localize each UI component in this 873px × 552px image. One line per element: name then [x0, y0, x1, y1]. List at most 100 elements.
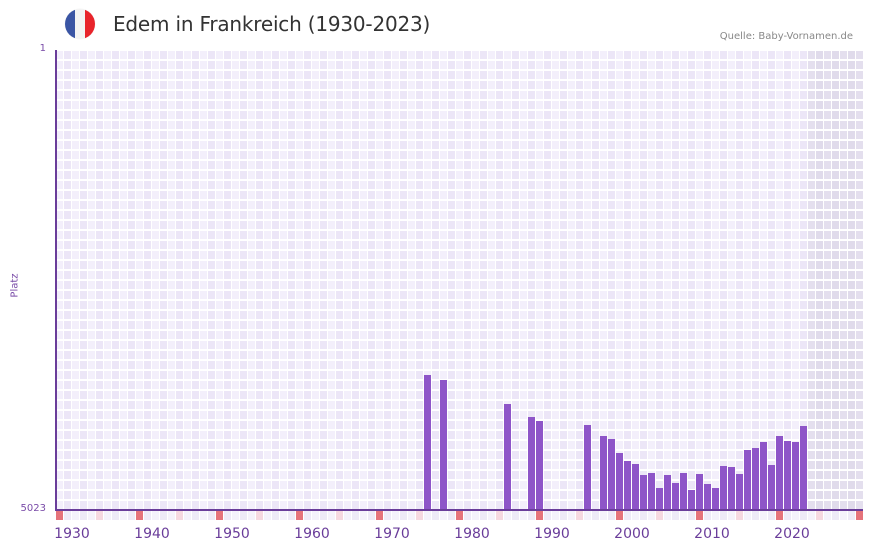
bar-2012[interactable] — [712, 488, 719, 510]
bar-1986[interactable] — [504, 404, 511, 510]
bar-2009[interactable] — [688, 490, 695, 510]
year-marker — [144, 511, 151, 520]
year-marker — [176, 511, 183, 520]
year-marker — [552, 511, 559, 520]
bar-1999[interactable] — [608, 439, 615, 510]
bar-1996[interactable] — [584, 424, 591, 510]
year-marker — [608, 511, 615, 520]
bar-2016[interactable] — [744, 450, 751, 510]
year-marker — [432, 511, 439, 520]
x-tick-label: 1970 — [374, 526, 410, 542]
year-marker — [224, 511, 231, 520]
year-marker — [232, 511, 239, 520]
year-marker — [808, 511, 815, 520]
year-marker — [304, 511, 311, 520]
bar-2005[interactable] — [656, 488, 663, 510]
year-marker — [280, 511, 287, 520]
bar-2017[interactable] — [752, 447, 759, 510]
bar-2011[interactable] — [704, 483, 711, 510]
year-marker — [584, 511, 591, 520]
bar-2001[interactable] — [624, 460, 631, 510]
year-marker — [640, 511, 647, 520]
year-marker — [744, 511, 751, 520]
year-marker — [440, 511, 447, 520]
x-tick-label: 1950 — [214, 526, 250, 542]
year-marker — [616, 511, 623, 520]
bar-2008[interactable] — [680, 472, 687, 510]
year-marker — [568, 511, 575, 520]
year-marker — [520, 511, 527, 520]
year-marker — [256, 511, 263, 520]
year-marker — [504, 511, 511, 520]
year-marker — [400, 511, 407, 520]
x-tick-label: 1940 — [134, 526, 170, 542]
bar-2013[interactable] — [720, 466, 727, 510]
bar-1978[interactable] — [440, 380, 447, 510]
year-marker — [544, 511, 551, 520]
year-marker — [560, 511, 567, 520]
bar-2023[interactable] — [800, 426, 807, 510]
year-marker — [776, 511, 783, 520]
year-marker — [208, 511, 215, 520]
x-tick-label: 1990 — [534, 526, 570, 542]
year-marker — [152, 511, 159, 520]
year-marker — [336, 511, 343, 520]
bar-1990[interactable] — [536, 421, 543, 510]
year-marker — [240, 511, 247, 520]
year-marker — [760, 511, 767, 520]
year-marker — [128, 511, 135, 520]
year-marker — [728, 511, 735, 520]
year-marker — [384, 511, 391, 520]
year-marker — [96, 511, 103, 520]
x-tick-label: 2010 — [694, 526, 730, 542]
year-marker — [720, 511, 727, 520]
year-marker — [408, 511, 415, 520]
year-marker — [456, 511, 463, 520]
x-tick-label: 1960 — [294, 526, 330, 542]
year-marker — [192, 511, 199, 520]
bar-2014[interactable] — [728, 467, 735, 510]
year-marker — [120, 511, 127, 520]
year-marker — [344, 511, 351, 520]
y-tick-top: 1 — [39, 43, 46, 54]
bar-2015[interactable] — [736, 474, 743, 510]
year-marker — [272, 511, 279, 520]
bar-2019[interactable] — [768, 465, 775, 510]
year-marker — [136, 511, 143, 520]
bar-2020[interactable] — [776, 435, 783, 510]
year-marker — [88, 511, 95, 520]
year-marker — [56, 511, 63, 520]
chart-title: Edem in Frankreich (1930-2023) — [113, 12, 431, 36]
bar-1976[interactable] — [424, 374, 431, 510]
year-marker — [392, 511, 399, 520]
bar-2021[interactable] — [784, 441, 791, 510]
year-marker — [528, 511, 535, 520]
bar-1989[interactable] — [528, 417, 535, 510]
bar-2022[interactable] — [792, 442, 799, 510]
y-tick-bottom: 5023 — [20, 503, 46, 514]
bar-2003[interactable] — [640, 475, 647, 510]
year-marker — [664, 511, 671, 520]
bar-2018[interactable] — [760, 442, 767, 510]
year-marker — [592, 511, 599, 520]
year-marker — [248, 511, 255, 520]
bar-2004[interactable] — [648, 472, 655, 510]
year-marker — [320, 511, 327, 520]
year-marker — [216, 511, 223, 520]
year-marker — [736, 511, 743, 520]
year-marker — [168, 511, 175, 520]
year-marker — [72, 511, 79, 520]
bar-2002[interactable] — [632, 464, 639, 510]
year-marker — [312, 511, 319, 520]
bar-2000[interactable] — [616, 453, 623, 510]
year-marker — [200, 511, 207, 520]
year-marker — [600, 511, 607, 520]
x-axis-line — [55, 509, 863, 511]
bar-1998[interactable] — [600, 435, 607, 510]
year-marker — [800, 511, 807, 520]
year-marker — [832, 511, 839, 520]
bar-2010[interactable] — [696, 474, 703, 510]
bar-2006[interactable] — [664, 475, 671, 510]
bar-2007[interactable] — [672, 482, 679, 510]
x-tick-label: 2000 — [614, 526, 650, 542]
